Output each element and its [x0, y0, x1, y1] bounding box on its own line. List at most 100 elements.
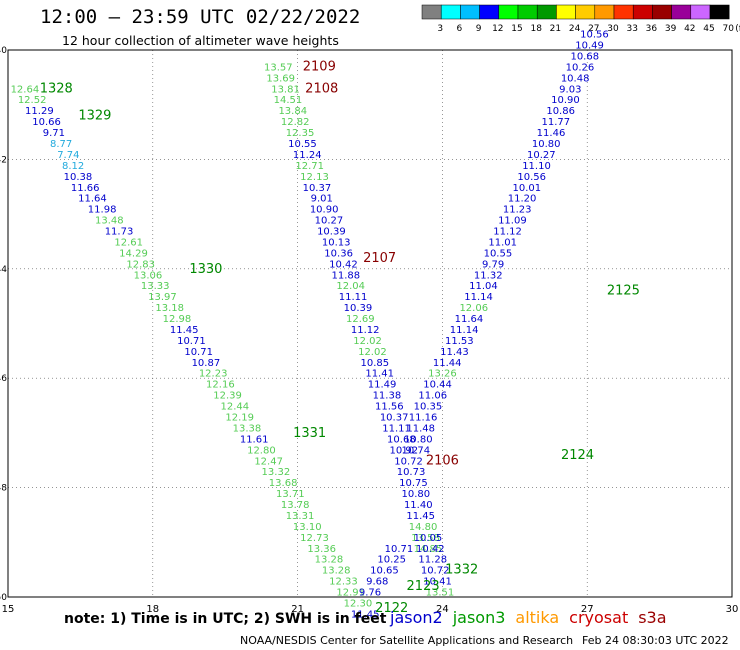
wave-height-point: 10.74 [402, 445, 431, 456]
wave-height-point: 13.78 [281, 500, 310, 511]
y-tick-label: -42 [0, 155, 7, 165]
wave-height-point: 13.06 [134, 270, 163, 281]
track-label: 1328 [40, 81, 73, 96]
wave-height-point: 10.56 [517, 172, 546, 183]
track-label: 2107 [363, 251, 396, 266]
wave-height-point: 11.40 [404, 500, 433, 511]
wave-height-point: 11.14 [464, 292, 493, 303]
wave-height-point: 13.28 [315, 555, 344, 566]
colorbar-unit: (ft) [735, 24, 740, 34]
wave-height-point: 13.81 [271, 84, 300, 95]
wave-height-point: 10.42 [416, 544, 445, 555]
wave-height-point: 11.09 [498, 216, 527, 227]
wave-height-point: 12.69 [346, 314, 375, 325]
wave-height-point: 10.80 [532, 139, 561, 150]
y-tick-label: -48 [0, 484, 7, 494]
wave-height-point: 8.12 [62, 161, 84, 172]
wave-height-point: 11.06 [418, 391, 447, 402]
wave-height-point: 9.71 [43, 128, 65, 139]
wave-height-point: 12.80 [247, 445, 276, 456]
track-label: 1331 [293, 426, 326, 441]
wave-height-point: 12.73 [300, 533, 329, 544]
colorbar-tick-label: 12 [492, 24, 503, 34]
wave-height-point: 12.19 [225, 412, 254, 423]
wave-height-point: 13.71 [276, 489, 305, 500]
wave-height-point: 13.32 [262, 467, 291, 478]
colorbar-tick-label: 39 [665, 24, 677, 34]
wave-height-point: 11.41 [365, 369, 394, 380]
wave-height-point: 11.61 [240, 434, 269, 445]
satellite-legend-item: jason3 [452, 608, 506, 627]
colorbar-cell [440, 4, 461, 20]
wave-height-point: 13.51 [426, 588, 455, 599]
y-tick-label: -46 [0, 374, 7, 384]
satellite-legend-item: cryosat [569, 608, 629, 627]
wave-height-point: 10.39 [317, 227, 346, 238]
wave-height-point: 11.28 [418, 555, 447, 566]
wave-height-point: 10.87 [192, 358, 221, 369]
wave-height-point: 10.01 [513, 183, 542, 194]
wave-height-point: 10.86 [546, 106, 575, 117]
wave-height-point: 11.12 [351, 325, 380, 336]
y-tick-label: -40 [0, 46, 7, 56]
wave-height-point: 14.85 [414, 544, 443, 555]
wave-height-point: 11.11 [382, 423, 411, 434]
wave-height-point: 11.48 [406, 423, 435, 434]
wave-height-point: 13.10 [293, 522, 322, 533]
data-points: 12.6412.5211.2910.669.718.777.748.1210.3… [11, 30, 609, 621]
wave-height-point: 10.85 [361, 358, 390, 369]
wave-height-point: 13.97 [148, 292, 177, 303]
wave-height-point: 12.33 [329, 577, 358, 588]
wave-height-point: 9.76 [359, 588, 381, 599]
wave-height-point: 11.88 [332, 270, 361, 281]
wave-height-point: 12.06 [459, 303, 488, 314]
wave-height-point: 10.80 [404, 434, 433, 445]
colorbar-cell [594, 4, 615, 20]
wave-height-point: 12.98 [163, 314, 192, 325]
wave-height-point: 10.42 [329, 259, 358, 270]
track-label: 2109 [303, 59, 336, 74]
x-tick-label: 18 [146, 604, 159, 615]
wave-height-point: 10.92 [389, 445, 418, 456]
wave-height-point: 13.36 [307, 544, 336, 555]
wave-height-point: 13.69 [266, 73, 295, 84]
wave-height-point: 10.13 [322, 237, 351, 248]
wave-height-point: 10.66 [32, 117, 61, 128]
colorbar-tick-label: 24 [569, 24, 581, 34]
wave-height-point: 10.90 [551, 95, 580, 106]
wave-height-point: 10.80 [402, 489, 431, 500]
wave-height-point: 9.03 [559, 84, 581, 95]
wave-height-point: 11.10 [522, 161, 551, 172]
wave-height-point: 11.43 [440, 347, 469, 358]
satellite-legend-item: s3a [638, 608, 667, 627]
x-tick-label: 21 [291, 604, 304, 615]
wave-height-point: 13.38 [233, 423, 262, 434]
x-tick-label: 15 [2, 604, 15, 615]
wave-height-point: 12.47 [254, 456, 283, 467]
wave-height-point: 12.39 [213, 391, 242, 402]
colorbar-tick-label: 18 [530, 24, 542, 34]
colorbar-cell [460, 4, 480, 20]
wave-height-point: 11.56 [375, 402, 404, 413]
x-tick-label: 24 [436, 604, 449, 615]
wave-height-point: 12.04 [336, 281, 365, 292]
x-tick-label: 27 [581, 604, 594, 615]
track-label: 2108 [305, 81, 338, 96]
wave-height-point: 12.16 [206, 380, 235, 391]
colorbar-cell [479, 4, 500, 20]
wave-height-point: 11.11 [339, 292, 368, 303]
wave-height-point: 13.18 [155, 303, 184, 314]
wave-height-point: 11.45 [351, 609, 380, 620]
wave-height-point: 10.05 [414, 533, 443, 544]
colorbar-tick-label: 21 [550, 24, 561, 34]
chart-grid [8, 50, 732, 597]
wave-height-point: 12.71 [295, 161, 324, 172]
wave-height-point: 13.33 [141, 281, 170, 292]
wave-height-point: 14.80 [409, 522, 438, 533]
wave-height-point: 10.68 [387, 434, 416, 445]
track-label: 2125 [607, 284, 640, 299]
colorbar-cell [517, 4, 538, 20]
wave-height-point: 10.75 [399, 478, 428, 489]
wave-height-point: 10.25 [377, 555, 406, 566]
colorbar-tick-label: 15 [511, 24, 522, 34]
